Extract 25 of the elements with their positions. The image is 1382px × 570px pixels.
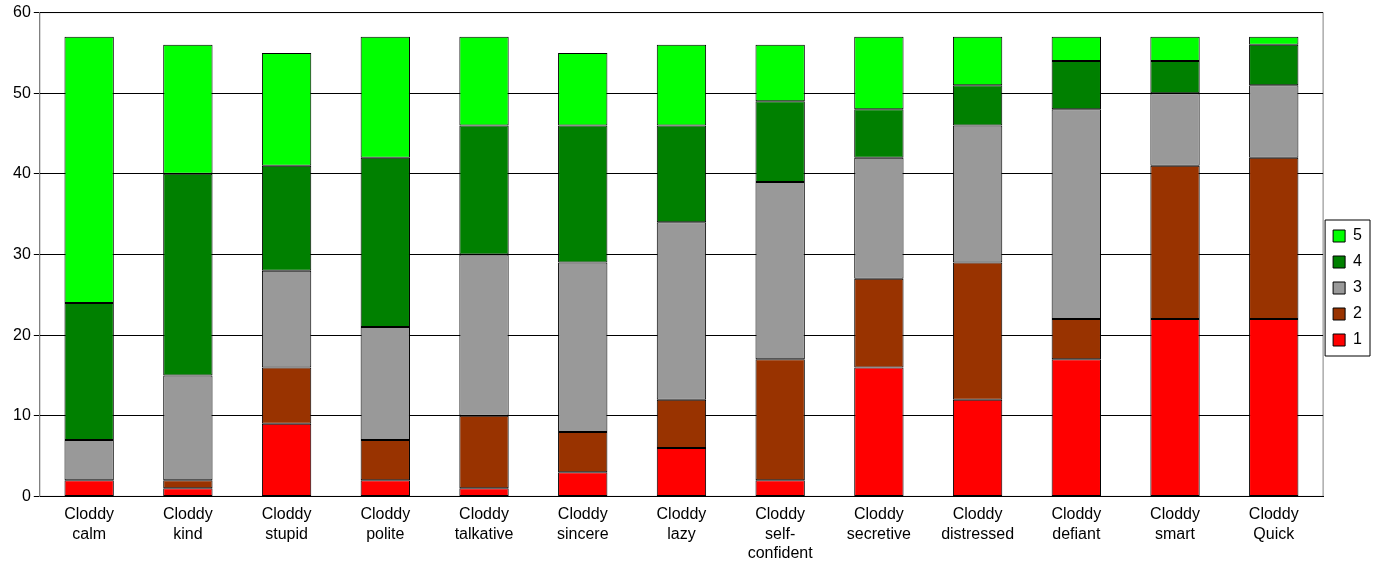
y-tick-label: 0 — [21, 486, 31, 504]
x-tick-label: Cloddy smart — [1150, 505, 1200, 542]
legend-label: 4 — [1353, 252, 1363, 270]
x-tick-label: Cloddy sincere — [556, 505, 609, 542]
y-tick-label: 50 — [13, 83, 31, 101]
y-tick-label: 20 — [13, 325, 31, 343]
legend-label: 3 — [1353, 278, 1363, 296]
x-tick-label: Cloddy distressed — [941, 505, 1015, 542]
x-tick-label: Cloddy calm — [64, 505, 115, 542]
x-tick-label: Cloddy talkative — [454, 505, 514, 542]
legend-label: 1 — [1353, 330, 1363, 348]
x-tick-label: Cloddy Quick — [1248, 505, 1299, 542]
y-tick-label: 40 — [13, 164, 31, 182]
x-tick-label: Cloddy polite — [360, 505, 411, 542]
x-tick-label: Cloddy kind — [162, 505, 213, 542]
y-tick-label: 60 — [13, 3, 31, 21]
x-tick-label: Cloddy stupid — [261, 505, 312, 542]
x-tick-label: Cloddy self-confident — [747, 505, 814, 561]
x-tick-label: Cloddy defiant — [1051, 505, 1102, 542]
x-tick-label: Cloddy lazy — [656, 505, 707, 542]
legend-label: 2 — [1353, 304, 1363, 322]
legend-label: 5 — [1353, 226, 1363, 244]
x-tick-label: Cloddy secretive — [846, 505, 911, 542]
y-tick-label: 30 — [13, 244, 31, 262]
y-tick-label: 10 — [13, 406, 31, 424]
